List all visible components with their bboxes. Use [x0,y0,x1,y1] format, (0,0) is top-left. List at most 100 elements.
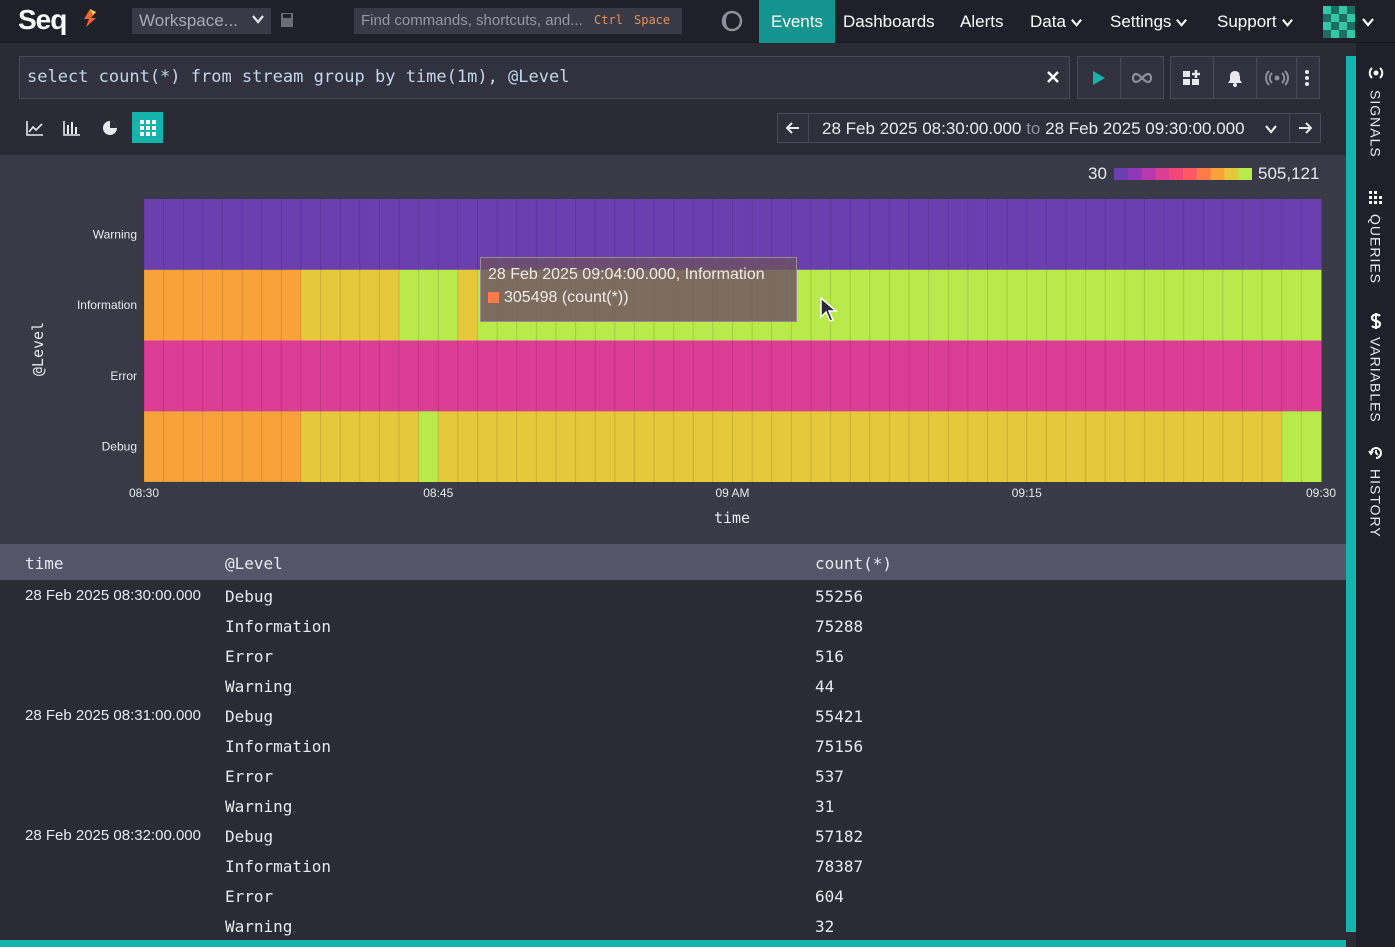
heatmap-cell[interactable] [183,269,204,341]
side-tab-variables[interactable]: VARIABLES [1356,313,1395,423]
heatmap-cell[interactable] [340,411,361,482]
heatmap-cell[interactable] [967,269,989,341]
heatmap-cell[interactable] [438,269,459,341]
heatmap-cell[interactable] [614,199,635,270]
heatmap-cell[interactable] [1301,411,1322,482]
heatmap-cell[interactable] [457,411,478,482]
heatmap-cell[interactable] [889,269,910,341]
heatmap-cell[interactable] [1242,269,1263,341]
pie-chart-button[interactable] [94,112,125,143]
heatmap-cell[interactable] [614,340,635,412]
heatmap-cell[interactable] [1026,269,1047,341]
heatmap-cell[interactable] [242,340,263,412]
heatmap-cell[interactable] [379,340,400,412]
heatmap-cell[interactable] [1124,199,1145,270]
heatmap-cell[interactable] [869,411,890,482]
heatmap-cell[interactable] [320,199,341,270]
side-tab-history[interactable]: HISTORY [1356,445,1395,538]
heatmap-cell[interactable] [261,411,282,482]
heatmap-cell[interactable] [1065,199,1087,270]
nav-dashboards[interactable]: Dashboards [831,0,947,43]
heatmap-cell[interactable] [967,340,989,412]
heatmap-cell[interactable] [1164,411,1185,482]
heatmap-cell[interactable] [457,340,478,412]
column-header-level[interactable]: @Level [225,554,283,573]
heatmap-cell[interactable] [810,199,832,270]
heatmap-cell[interactable] [791,340,812,412]
heatmap-cell[interactable] [340,269,361,341]
run-query-button[interactable] [1078,57,1121,98]
heatmap-cell[interactable] [1183,269,1204,341]
heatmap-cell[interactable] [889,411,910,482]
heatmap-cell[interactable] [1144,340,1165,412]
heatmap-cell[interactable] [1262,411,1283,482]
heatmap-cell[interactable] [575,411,596,482]
heatmap-cell[interactable] [712,340,733,412]
heatmap-cell[interactable] [1262,199,1283,270]
heatmap-cell[interactable] [300,411,322,482]
heatmap-cell[interactable] [928,340,949,412]
heatmap-cell[interactable] [242,199,263,270]
heatmap-cell[interactable] [379,411,400,482]
heatmap-cell[interactable] [634,340,655,412]
heatmap-cell[interactable] [987,199,1008,270]
heatmap-cell[interactable] [379,199,400,270]
heatmap-cell[interactable] [1046,340,1067,412]
heatmap-cell[interactable] [1085,269,1106,341]
heatmap-cell[interactable] [830,199,851,270]
heatmap-cell[interactable] [1301,199,1322,270]
nav-settings[interactable]: Settings [1098,0,1200,43]
heatmap-cell[interactable] [222,269,243,341]
heatmap-cell[interactable] [909,411,930,482]
table-row[interactable]: Warning 44 [0,670,1346,700]
heatmap-cell[interactable] [1065,269,1087,341]
heatmap-cell[interactable] [693,340,714,412]
heatmap-cell[interactable] [595,411,616,482]
heatmap-cell[interactable] [359,269,380,341]
heatmap-cell[interactable] [1026,199,1047,270]
heatmap-cell[interactable] [477,411,498,482]
heatmap-cell[interactable] [144,199,165,270]
date-range-picker[interactable]: 28 Feb 2025 08:30:00.000 to 28 Feb 2025 … [777,113,1321,143]
more-menu-button[interactable] [1297,57,1317,98]
heatmap-cell[interactable] [967,411,989,482]
heatmap-cell[interactable] [320,411,341,482]
nav-data[interactable]: Data [1018,0,1095,43]
heatmap-cell[interactable] [830,269,851,341]
signal-broadcast-button[interactable] [1257,57,1297,98]
heatmap-cell[interactable] [732,411,753,482]
table-row[interactable]: Warning 32 [0,910,1346,940]
heatmap-cell[interactable] [1281,411,1302,482]
heatmap-cell[interactable] [987,340,1008,412]
table-row[interactable]: Error 537 [0,760,1346,790]
heatmap-cell[interactable] [163,269,184,341]
heatmap-cell[interactable] [1124,340,1145,412]
heatmap-cell[interactable] [889,199,910,270]
heatmap-cell[interactable] [399,269,420,341]
heatmap-cell[interactable] [948,269,969,341]
heatmap-cell[interactable] [1085,411,1106,482]
nav-support[interactable]: Support [1205,0,1306,43]
heatmap-cell[interactable] [575,340,596,412]
heatmap-cell[interactable] [281,411,302,482]
table-row[interactable]: Information 75288 [0,610,1346,640]
heatmap-cell[interactable] [144,411,165,482]
heatmap-cell[interactable] [144,340,165,412]
heatmap-cell[interactable] [281,269,302,341]
heatmap-cell[interactable] [1203,340,1224,412]
table-row[interactable]: 28 Feb 2025 08:30:00.000 Debug 55256 [0,580,1346,610]
heatmap-cell[interactable] [340,340,361,412]
heatmap-cell[interactable] [261,269,282,341]
heatmap-cell[interactable] [516,411,537,482]
heatmap-cell[interactable] [673,199,694,270]
heatmap-cell[interactable] [1007,340,1028,412]
heatmap-cell[interactable] [438,340,459,412]
heatmap-cell[interactable] [340,199,361,270]
table-row[interactable]: Warning 31 [0,790,1346,820]
heatmap-cell[interactable] [1164,340,1185,412]
heatmap-cell[interactable] [1105,269,1126,341]
seq-logo[interactable]: Seq [18,4,67,35]
heatmap-cell[interactable] [928,411,949,482]
nav-events[interactable]: Events [759,0,835,43]
heatmap-cell[interactable] [144,269,165,341]
